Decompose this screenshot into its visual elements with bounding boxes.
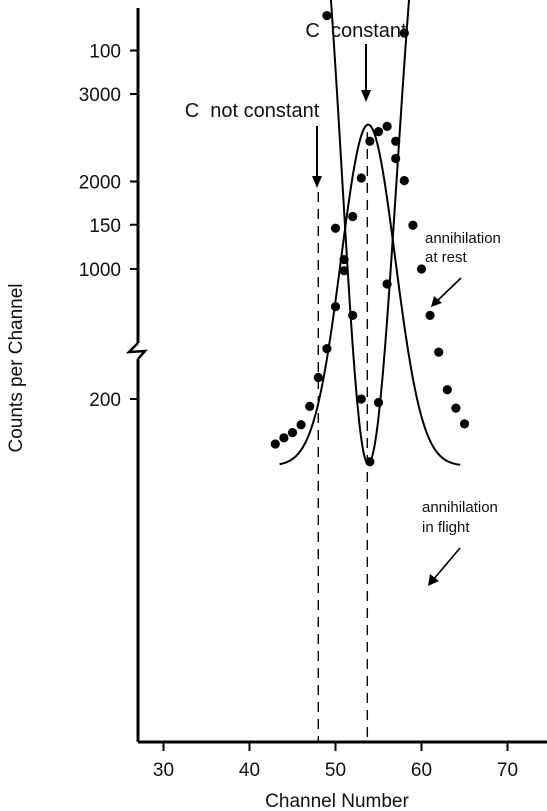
fit-curve-at-rest: [279, 123, 461, 466]
data-point-in-flight: [399, 28, 409, 38]
annotation-at-rest-line2: at rest: [425, 249, 468, 266]
data-point-at-rest: [365, 136, 375, 146]
data-point-at-rest: [356, 173, 366, 183]
annotation-arrow-in-flight: [432, 547, 461, 581]
upper-panel: [270, 121, 470, 466]
y-axis-label: Counts per Channel: [6, 284, 27, 453]
data-point-in-flight: [330, 223, 341, 233]
c-constant-arrow-head: [361, 90, 371, 102]
data-point-at-rest: [287, 428, 298, 438]
data-point-in-flight: [348, 310, 358, 320]
c-constant-label: C constant: [305, 20, 407, 42]
data-point-at-rest: [442, 385, 452, 395]
annotation-arrowhead-at-rest: [431, 296, 442, 307]
data-point-in-flight: [356, 394, 366, 404]
data-point-at-rest: [330, 302, 341, 312]
annotation-arrow-at-rest: [435, 277, 462, 303]
data-point-at-rest: [270, 439, 280, 449]
y-tick-label-upper: 2000: [79, 173, 121, 194]
y-tick-label-lower: 200: [89, 390, 121, 411]
data-point-in-flight: [391, 153, 401, 164]
annotation-arrowhead-in-flight: [428, 574, 439, 586]
data-point-at-rest: [408, 220, 418, 230]
data-point-at-rest: [313, 372, 323, 383]
data-point-in-flight: [382, 279, 392, 289]
data-point-at-rest: [348, 211, 358, 222]
x-tick-label: 30: [153, 760, 174, 781]
data-point-at-rest: [451, 403, 461, 413]
data-point-at-rest: [373, 127, 384, 137]
annotation-in-flight-line1: annihilation: [422, 499, 498, 516]
x-tick-label: 50: [325, 760, 346, 781]
x-tick-label: 60: [411, 760, 432, 781]
annotation-in-flight-line2: in flight: [422, 519, 470, 536]
y-tick-label-upper: 1000: [79, 260, 121, 281]
data-point-at-rest: [296, 420, 306, 430]
lower-panel: [322, 0, 461, 586]
data-point-at-rest: [434, 347, 444, 357]
c-not-constant-arrow-head: [312, 176, 322, 188]
annotation-at-rest-line1: annihilation: [425, 230, 501, 247]
y-tick-label-upper: 3000: [79, 85, 121, 106]
data-point-at-rest: [279, 433, 289, 443]
y-tick-label-lower: 100: [89, 42, 121, 63]
axis-break-mark: [125, 342, 148, 360]
data-point-in-flight: [339, 255, 349, 265]
reference-lines: [312, 44, 371, 742]
data-point-in-flight: [322, 11, 332, 21]
x-tick-label: 40: [239, 760, 260, 781]
data-point-at-rest: [382, 121, 392, 131]
axes: 304050607010002000300050100150200: [79, 8, 547, 781]
y-tick-label-lower: 150: [89, 216, 121, 237]
data-point-at-rest: [339, 266, 349, 276]
data-point-in-flight: [373, 397, 384, 408]
fit-curve-in-flight: [329, 0, 411, 465]
x-tick-label: 70: [497, 760, 518, 781]
data-point-at-rest: [305, 401, 315, 411]
data-point-in-flight: [365, 457, 375, 467]
data-point-at-rest: [399, 176, 409, 186]
x-axis-label: Channel Number: [265, 791, 409, 811]
data-point-at-rest: [416, 264, 427, 274]
chart-labels: Channel Number Counts per Channel C cons…: [6, 20, 501, 811]
data-point-at-rest: [322, 344, 332, 354]
c-not-constant-label: C not constant: [185, 100, 320, 122]
data-point-at-rest: [459, 419, 470, 429]
data-point-at-rest: [425, 310, 435, 320]
